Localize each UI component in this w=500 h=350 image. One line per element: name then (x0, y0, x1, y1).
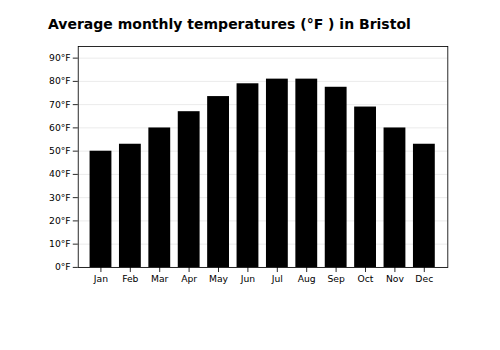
svg-text:80°F: 80°F (49, 75, 71, 86)
svg-text:Apr: Apr (181, 273, 197, 284)
svg-text:Feb: Feb (122, 273, 138, 284)
svg-text:60°F: 60°F (49, 122, 71, 133)
svg-text:Sep: Sep (327, 273, 345, 284)
svg-text:Dec: Dec (415, 273, 433, 284)
html-text:Average monthly temperatures (: Average monthly temperatures (°F ) in Br… (48, 16, 411, 32)
svg-text:90°F: 90°F (49, 52, 71, 63)
svg-text:70°F: 70°F (49, 99, 71, 110)
svg-text:May: May (209, 273, 229, 284)
svg-text:0°F: 0°F (55, 261, 71, 272)
svg-text:50°F: 50°F (49, 145, 71, 156)
svg-text:Aug: Aug (298, 273, 316, 284)
svg-text:20°F: 20°F (49, 215, 71, 226)
svg-text:Jun: Jun (240, 273, 256, 284)
svg-text:Jan: Jan (93, 273, 108, 284)
svg-text:40°F: 40°F (49, 168, 71, 179)
svg-text:30°F: 30°F (49, 192, 71, 203)
svg-text:10°F: 10°F (49, 238, 71, 249)
svg-text:Mar: Mar (151, 273, 169, 284)
svg-text:Nov: Nov (386, 273, 405, 284)
svg-text:Oct: Oct (358, 273, 374, 284)
svg-text:Jul: Jul (271, 273, 283, 284)
